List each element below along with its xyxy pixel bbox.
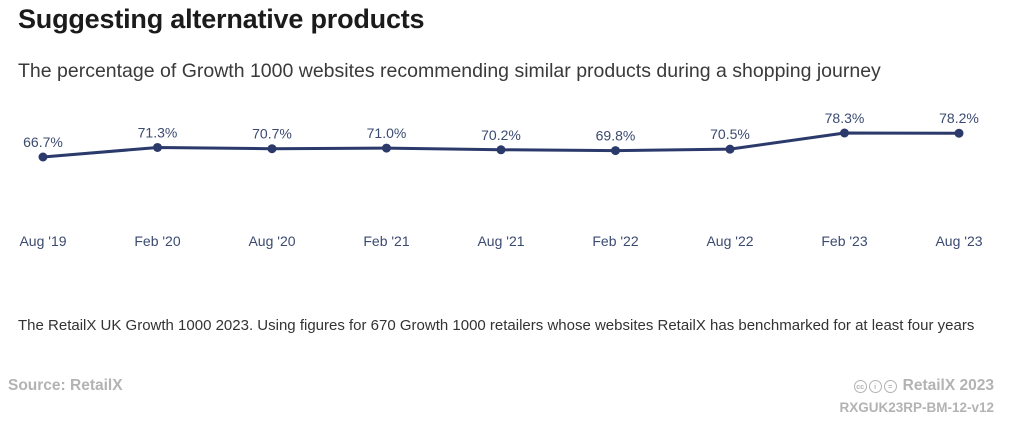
data-label: 71.0%: [367, 125, 407, 141]
data-label: 70.7%: [252, 126, 292, 142]
chart-title: Suggesting alternative products: [18, 4, 425, 34]
nd-icon: =: [883, 379, 897, 393]
x-tick-label: Aug '22: [706, 233, 753, 249]
data-point: [382, 143, 391, 153]
chart-footnote: The RetailX UK Growth 1000 2023. Using f…: [18, 317, 975, 334]
by-icon: i: [868, 379, 882, 393]
cc-icon: cc: [853, 379, 867, 393]
x-tick-label: Aug '20: [248, 233, 295, 249]
brand-credit: cc i = RetailX 2023: [853, 377, 994, 395]
x-tick-label: Feb '21: [363, 233, 409, 249]
data-point: [38, 152, 48, 162]
data-label: 70.2%: [481, 127, 521, 143]
x-tick-label: Feb '20: [134, 233, 180, 249]
brand-text: RetailX 2023: [902, 377, 994, 394]
data-label: 66.7%: [23, 134, 63, 150]
series-layer: [38, 128, 964, 162]
data-point: [840, 128, 849, 138]
data-point: [153, 142, 162, 152]
data-point: [267, 144, 277, 154]
chart-subtitle: The percentage of Growth 1000 websites r…: [18, 60, 881, 82]
data-label: 70.5%: [710, 126, 750, 142]
data-label: 78.2%: [939, 110, 979, 126]
x-tick-label: Feb '22: [592, 233, 638, 249]
x-tick-label: Aug '21: [477, 233, 524, 249]
x-tick-label: Feb '23: [821, 233, 867, 249]
x-tick-label: Aug '23: [935, 233, 982, 249]
data-point: [496, 145, 506, 155]
data-label: 78.3%: [825, 110, 865, 126]
data-point: [725, 144, 735, 154]
data-label: 71.3%: [138, 124, 178, 140]
x-tick-label: Aug '19: [19, 233, 66, 249]
license-icons: cc i =: [853, 379, 897, 393]
x-axis-ticks: Aug '19 Feb '20 Aug '20 Feb '21 Aug '21 Feb '…: [19, 233, 982, 249]
report-id: RXGUK23RP-BM-12-v12: [839, 400, 994, 415]
source-label: Source: RetailX: [8, 377, 123, 394]
line-chart: 66.7% 71.3% 70.7% 71.0% 70.2% 69.8% 70.5% 78.3%…: [19, 110, 982, 249]
data-point: [611, 146, 620, 156]
labels-layer: 66.7% 71.3% 70.7% 71.0% 70.2% 69.8% 70.5% 78.3%…: [23, 110, 979, 150]
data-label: 69.8%: [596, 128, 636, 144]
data-point: [954, 128, 964, 138]
